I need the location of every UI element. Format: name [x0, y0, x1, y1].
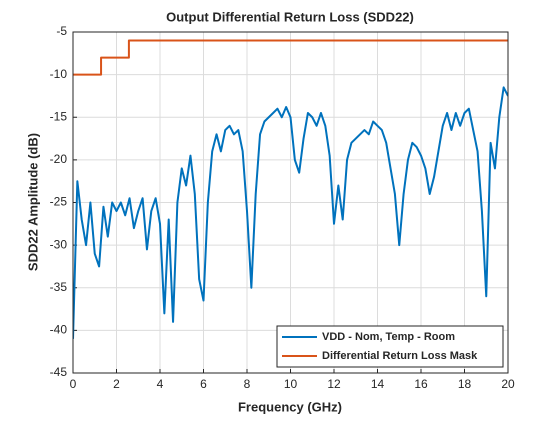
chart-title: Output Differential Return Loss (SDD22) [166, 9, 414, 24]
x-tick-label: 4 [157, 377, 164, 391]
y-tick-label: -30 [50, 237, 68, 251]
x-tick-label: 20 [501, 377, 515, 391]
legend-box [276, 325, 504, 368]
axes-box [72, 31, 509, 374]
y-tick-label: -5 [56, 24, 67, 38]
y-tick-label: -45 [50, 365, 68, 379]
legend-label: Differential Return Loss Mask [322, 350, 478, 362]
x-tick-label: 10 [284, 377, 298, 391]
y-tick-label: -40 [50, 323, 68, 337]
x-tick-label: 6 [200, 377, 207, 391]
x-tick-label: 14 [371, 377, 385, 391]
data-line [73, 86, 508, 339]
y-tick-label: -35 [50, 280, 68, 294]
x-tick-label: 8 [244, 377, 251, 391]
y-tick-label: -15 [50, 109, 68, 123]
x-tick-label: 0 [70, 377, 77, 391]
x-axis-label: Frequency (GHz) [238, 399, 342, 414]
legend-label: VDD - Nom, Temp - Room [322, 331, 455, 343]
x-tick-label: 12 [327, 377, 341, 391]
y-tick-label: -25 [50, 195, 68, 209]
x-tick-label: 16 [414, 377, 428, 391]
data-line [73, 39, 508, 76]
x-tick-label: 18 [458, 377, 472, 391]
x-tick-label: 2 [113, 377, 120, 391]
y-tick-label: -10 [50, 67, 68, 81]
y-tick-label: -20 [50, 152, 68, 166]
y-axis-label: SDD22 Amplitude (dB) [25, 133, 40, 271]
plot-area [73, 39, 508, 339]
